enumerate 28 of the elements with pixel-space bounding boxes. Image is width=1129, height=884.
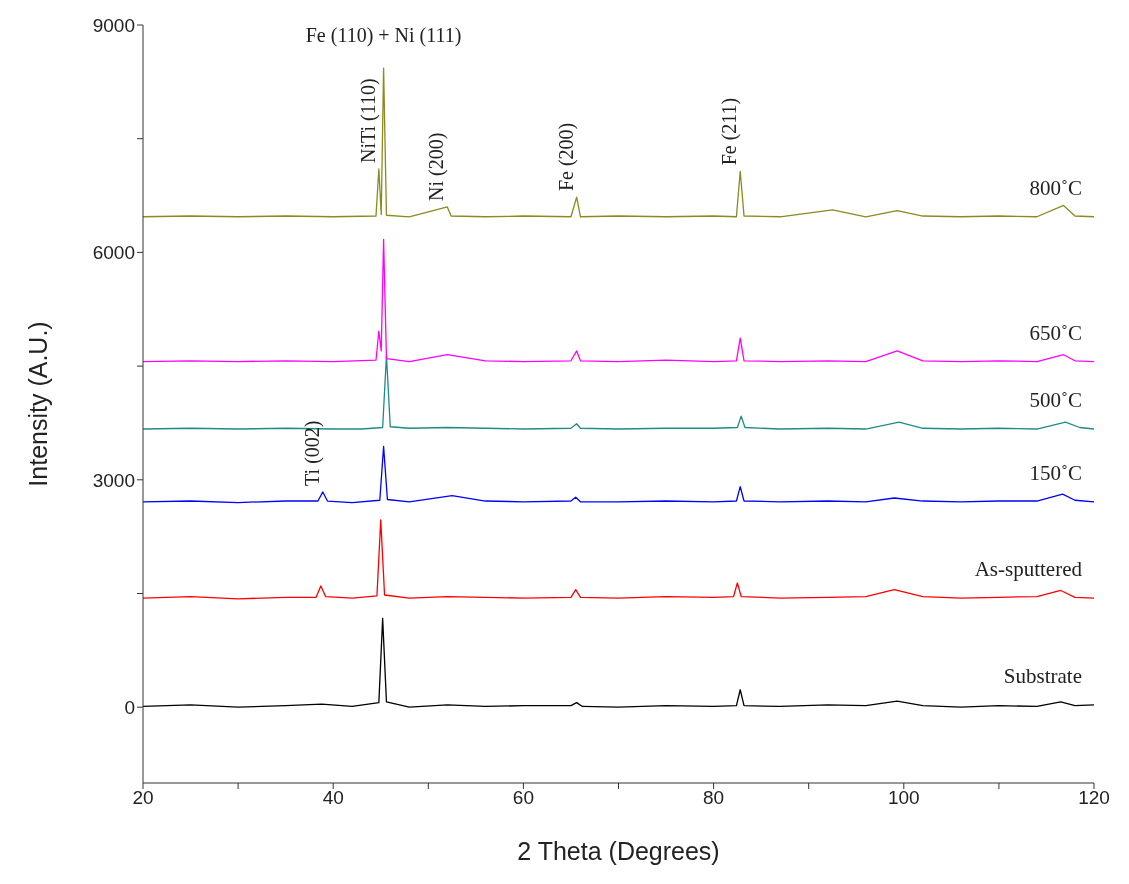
annotation: Fe (110) + Ni (111) (305, 24, 462, 48)
y-axis-title: Intensity (A.U.) (23, 321, 52, 487)
annotation: NiTi (110) (356, 78, 380, 164)
series-label: 500˚C (1029, 388, 1082, 413)
series-label: Substrate (1003, 663, 1082, 688)
series-label: 650˚C (1029, 320, 1082, 345)
line-series (143, 519, 1094, 600)
x-tick-label: 40 (322, 787, 344, 809)
y-tick-label: 6000 (92, 242, 135, 264)
x-tick-label: 60 (512, 787, 534, 809)
x-tick-label: 20 (132, 787, 154, 809)
annotation: Ni (200) (425, 132, 449, 201)
line-series (143, 67, 1094, 218)
line-series (143, 238, 1094, 363)
x-axis-title: 2 Theta (Degrees) (517, 837, 720, 865)
y-tick-label: 9000 (92, 14, 135, 36)
series-label: As-sputtered (974, 557, 1083, 582)
series-label: 150˚C (1029, 460, 1082, 485)
x-tick-label: 80 (703, 787, 725, 809)
series-label: 800˚C (1029, 175, 1082, 200)
line-series (143, 617, 1094, 708)
y-tick-label: 0 (124, 696, 135, 718)
x-tick-label: 100 (887, 787, 920, 809)
annotation: Ti (002) (300, 420, 324, 486)
annotation: Fe (200) (554, 122, 578, 192)
annotation: Fe (211) (718, 97, 742, 166)
x-tick-label: 120 (1078, 787, 1110, 809)
y-tick-label: 3000 (92, 469, 135, 491)
